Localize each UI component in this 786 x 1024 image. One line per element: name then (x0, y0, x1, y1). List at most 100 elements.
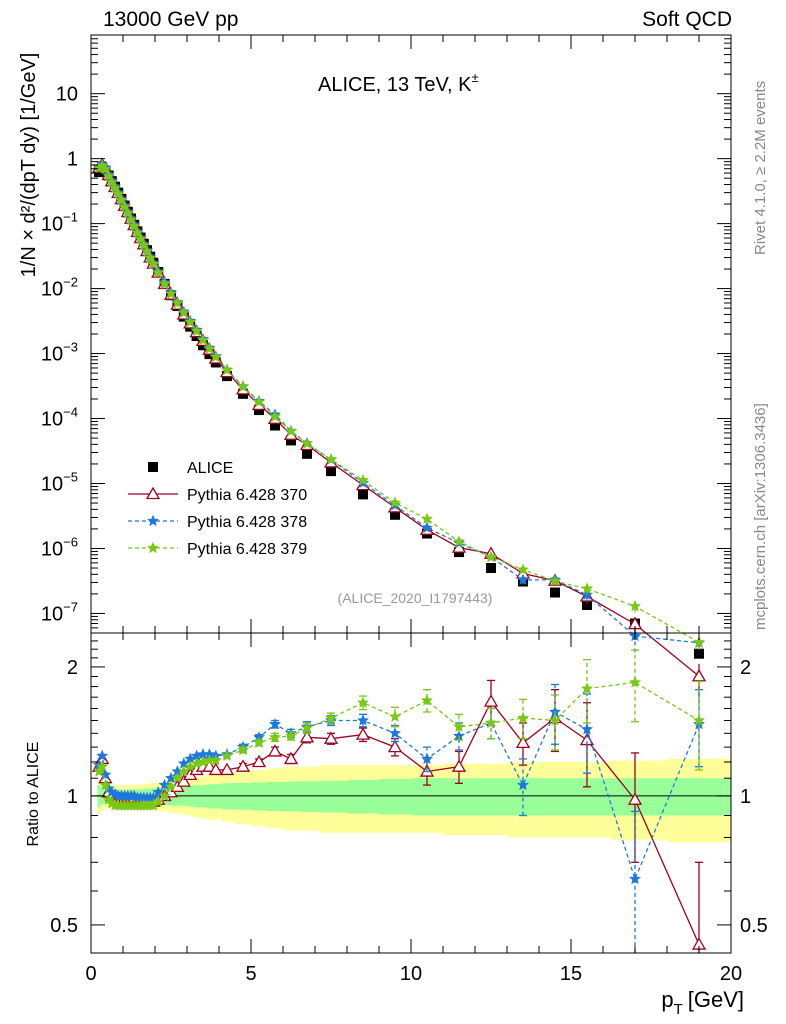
ratio-plot-area (91, 649, 731, 953)
series-marker-2 (453, 535, 465, 547)
series-marker-2 (389, 496, 401, 508)
ratio-marker-2 (549, 714, 561, 726)
series-marker-2 (221, 363, 233, 376)
series-marker-2 (190, 324, 203, 337)
ratio-marker-2 (96, 760, 109, 772)
ratio-marker-2 (165, 780, 177, 792)
series-marker-2 (325, 453, 337, 465)
series-marker-2 (629, 600, 641, 612)
ratio-marker-1 (357, 714, 369, 726)
main-y-tick-label: 10−4 (41, 405, 78, 431)
ratio-marker-2 (629, 676, 641, 688)
main-axes: 10 1 10−1 10−2 10−3 10−4 10−5 10−6 10−7 (41, 34, 731, 634)
main-y-tick-label: 10−2 (41, 275, 78, 301)
ratio-marker-2 (517, 711, 529, 724)
ratio-marker-0 (627, 792, 643, 805)
x-tick-label: 0 (85, 963, 96, 985)
series-marker-2 (209, 350, 222, 363)
data-point-alice (390, 509, 400, 520)
main-y-tick-label: 10−1 (41, 210, 78, 236)
ratio-marker-0 (208, 762, 223, 776)
legend-label: Pythia 6.428 370 (187, 487, 307, 504)
ratio-marker-2 (171, 771, 184, 784)
main-y-tick-label: 10−3 (41, 340, 78, 366)
series-marker-2 (165, 287, 177, 299)
main-plot-area (91, 157, 707, 700)
ratio-marker-0 (483, 694, 499, 707)
ratio-panel: 0.5 0.5 1 1 2 2 Ratio to ALICE (25, 632, 768, 954)
data-point-alice (286, 435, 296, 446)
ratio-marker-0 (219, 762, 235, 776)
ratio-marker-2 (485, 716, 497, 729)
ratio-marker-0 (235, 759, 251, 772)
ratio-marker-2 (209, 754, 222, 766)
legend-marker-alice (148, 462, 158, 472)
ratio-y-tick-label: 2 (67, 657, 78, 679)
ratio-marker-2 (421, 694, 433, 706)
main-y-axis-label-text: 1/N × d²/(dpT dy) [1/GeV] (18, 53, 40, 278)
series-marker-2 (158, 277, 171, 290)
ratio-marker-1 (389, 727, 401, 739)
ratio-marker-0 (251, 754, 267, 768)
ratio-marker-2 (253, 736, 265, 748)
ratio-marker-2 (581, 682, 593, 694)
series-marker-2 (581, 582, 593, 594)
series-marker-2 (184, 315, 197, 328)
series-marker-2 (517, 563, 529, 575)
ratio-marker-1 (421, 752, 433, 765)
series-marker-2 (549, 574, 561, 587)
main-y-tick-label: 10−6 (41, 534, 78, 560)
data-point-alice (582, 599, 592, 610)
series-marker-2 (693, 635, 705, 648)
series-marker-0 (691, 668, 707, 682)
legend-marker-2 (147, 541, 159, 554)
ratio-marker-2 (269, 731, 281, 743)
x-tick-label: 15 (560, 963, 582, 985)
ratio-marker-1 (629, 872, 641, 885)
series-line-1 (98, 163, 700, 644)
series-marker-1 (581, 588, 593, 600)
ratio-marker-1 (96, 749, 109, 761)
legend: ALICE Pythia 6.428 370 Pythia 6.428 378 Pyt… (128, 460, 307, 558)
series-marker-2 (203, 342, 216, 354)
ratio-marker-0 (355, 727, 371, 740)
data-point-alice (302, 448, 312, 459)
series-marker-2 (285, 425, 297, 437)
ratio-marker-2 (357, 696, 369, 708)
series-marker-2 (269, 410, 281, 422)
ratio-marker-1 (581, 723, 593, 735)
data-point-alice (358, 489, 368, 500)
main-y-axis-label: 1/N × d²/(dpT dy) [1/GeV] (18, 53, 40, 278)
ratio-y-tick-label: 0.5 (50, 915, 78, 937)
series-marker-2 (152, 266, 165, 278)
ratio-marker-0 (451, 759, 467, 772)
header-process-label: 13000 GeV pp (103, 8, 239, 31)
data-point-alice (486, 563, 496, 574)
legend-label: Pythia 6.428 379 (187, 541, 307, 558)
series-marker-2 (301, 437, 313, 449)
series-marker-2 (171, 296, 184, 309)
ratio-marker-1 (158, 778, 171, 791)
ratio-y-axis-label: Ratio to ALICE (25, 742, 42, 847)
series-marker-2 (99, 162, 112, 175)
ratio-marker-1 (517, 778, 529, 791)
data-point-alice (270, 420, 280, 431)
series-marker-2 (147, 257, 160, 270)
x-axis: 0 5 10 15 20 (85, 35, 742, 985)
main-y-tick-label: 10−7 (41, 599, 78, 625)
ratio-marker-0 (515, 735, 531, 749)
x-tick-label: 10 (400, 963, 422, 985)
ratio-band-stat-uncertainty (97, 778, 731, 816)
series-marker-1 (421, 521, 433, 533)
legend-marker-0 (145, 486, 161, 500)
ratio-y-tick-label: 1 (67, 786, 78, 808)
data-point-alice (694, 648, 704, 659)
x-axis-label: pT [GeV] (661, 987, 744, 1018)
ratio-marker-0 (176, 774, 191, 787)
chart-title: ALICE, 13 TeV, K± (318, 70, 479, 96)
ratio-marker-0 (323, 731, 339, 744)
legend-label: Pythia 6.428 378 (187, 514, 307, 531)
series-marker-2 (253, 395, 265, 408)
legend-label: ALICE (187, 460, 233, 477)
